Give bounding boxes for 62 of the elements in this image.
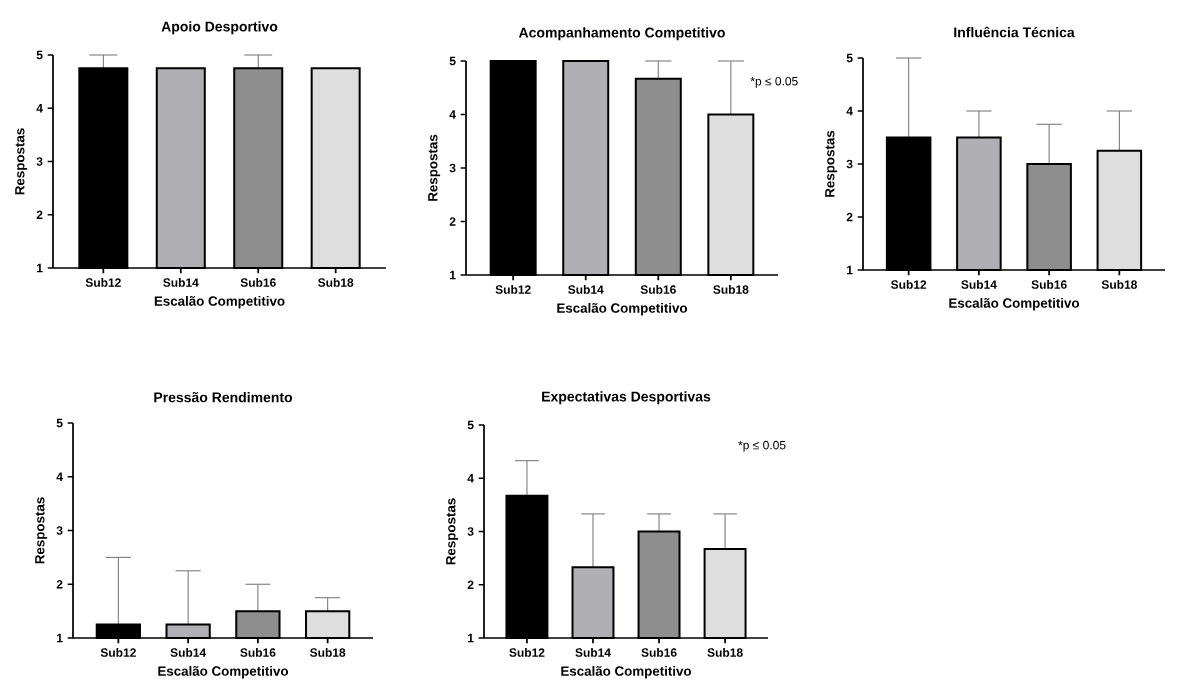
y-tick-label: 3 xyxy=(36,157,43,166)
chart-title: Pressão Rendimento xyxy=(154,392,293,403)
x-axis-title: Escalão Competitivo xyxy=(557,303,688,316)
y-tick-label: 4 xyxy=(467,474,474,483)
y-tick-label: 2 xyxy=(449,217,456,226)
x-tick-label: Sub18 xyxy=(707,648,743,657)
x-tick-label: Sub18 xyxy=(310,648,346,657)
y-tick-label: 5 xyxy=(846,53,853,63)
y-tick-label: 2 xyxy=(467,580,474,589)
y-axis-title: Respostas xyxy=(35,497,48,564)
y-tick-label: 1 xyxy=(468,633,474,643)
x-tick-label: Sub16 xyxy=(240,278,276,287)
y-tick-label: 3 xyxy=(56,526,63,535)
y-tick-label: 4 xyxy=(36,104,43,113)
x-tick-label: Sub12 xyxy=(891,280,927,289)
y-tick-label: 5 xyxy=(449,56,456,66)
x-tick-label: Sub16 xyxy=(240,648,276,657)
y-tick-label: 3 xyxy=(846,159,853,169)
x-tick-label: Sub18 xyxy=(1101,280,1137,289)
y-tick-label: 2 xyxy=(846,212,853,222)
y-axis-title: Respostas xyxy=(446,498,459,565)
x-tick-label: Sub12 xyxy=(509,648,545,657)
x-tick-label: Sub16 xyxy=(1031,280,1067,289)
y-tick-label: 5 xyxy=(467,420,474,430)
y-tick-label: 4 xyxy=(846,106,853,116)
y-tick-label: 5 xyxy=(36,50,43,60)
y-tick-label: 5 xyxy=(56,418,63,428)
chart-title: Acompanhamento Competitivo xyxy=(518,27,725,41)
y-axis-title: Respostas xyxy=(15,128,28,195)
x-tick-label: Sub14 xyxy=(961,280,997,289)
y-tick-label: 2 xyxy=(36,210,43,219)
y-tick-label: 1 xyxy=(450,270,456,280)
chart-title: Influência Técnica xyxy=(954,26,1075,38)
x-tick-label: Sub14 xyxy=(568,285,604,294)
x-tick-label: Sub14 xyxy=(163,278,199,287)
y-tick-label: 1 xyxy=(57,633,63,643)
annotation: *p ≤ 0.05 xyxy=(750,76,798,88)
y-tick-label: 1 xyxy=(37,263,43,273)
x-tick-label: Sub18 xyxy=(318,278,354,287)
x-tick-label: Sub12 xyxy=(85,278,121,287)
y-tick-label: 3 xyxy=(449,163,456,173)
x-tick-label: Sub18 xyxy=(713,285,749,294)
x-tick-label: Sub16 xyxy=(640,285,676,294)
y-axis-title: Respostas xyxy=(825,130,838,197)
x-tick-label: Sub12 xyxy=(100,648,136,657)
x-tick-label: Sub16 xyxy=(641,648,677,657)
y-tick-label: 4 xyxy=(449,110,456,119)
x-axis-title: Escalão Competitivo xyxy=(949,298,1080,311)
x-tick-label: Sub14 xyxy=(170,648,207,657)
y-tick-label: 2 xyxy=(56,580,63,589)
chart-title: Apoio Desportivo xyxy=(161,21,278,35)
x-axis-title: Escalão Competitivo xyxy=(561,666,692,679)
annotation: *p ≤ 0.05 xyxy=(738,440,786,452)
y-tick-label: 4 xyxy=(56,472,63,481)
y-tick-label: 1 xyxy=(847,265,853,275)
chart-title: Expectativas Desportivas xyxy=(542,391,711,405)
x-tick-label: Sub12 xyxy=(495,285,531,294)
x-tick-label: Sub14 xyxy=(575,648,611,657)
x-axis-title: Escalão Competitivo xyxy=(158,666,289,679)
y-axis-title: Respostas xyxy=(428,134,441,201)
y-tick-label: 3 xyxy=(467,527,474,536)
x-axis-title: Escalão Competitivo xyxy=(154,296,285,309)
